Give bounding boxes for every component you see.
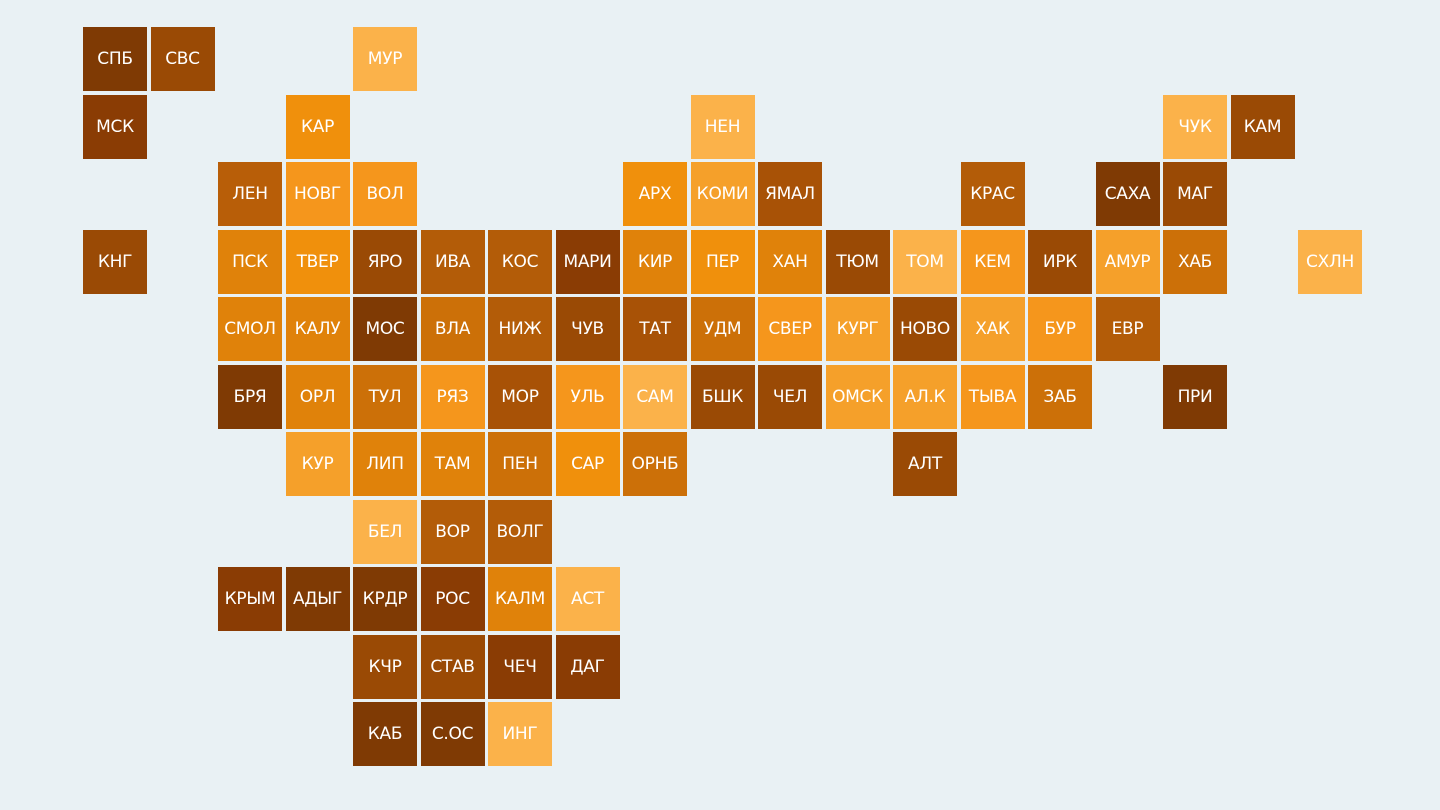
region-tile: ПЕН (488, 432, 552, 496)
region-tile: ОРЛ (285, 364, 350, 429)
region-tile: САР (555, 432, 620, 496)
region-tile: СПБ (83, 27, 147, 91)
region-tile: РЯЗ (420, 364, 485, 429)
region-tile: ЧУВ (555, 297, 620, 361)
region-tile: НЕН (690, 94, 755, 159)
region-tile: МСК (83, 94, 147, 159)
region-tile: ТАМ (420, 432, 485, 496)
region-tile: ИВА (420, 229, 485, 294)
region-tile: ПРИ (1163, 364, 1227, 429)
region-tile: САМ (623, 364, 687, 429)
region-tile: СТАВ (420, 634, 485, 699)
region-tile: ЛИП (353, 432, 417, 496)
region-tile: ЧЕЛ (758, 364, 822, 429)
region-tile: СВС (150, 27, 215, 91)
region-tile: КОС (488, 229, 552, 294)
region-tile: ХАК (960, 297, 1025, 361)
region-tile: САХА (1095, 162, 1160, 226)
region-tile: ЗАБ (1028, 364, 1092, 429)
region-tile: ТОМ (893, 229, 957, 294)
region-tile: УДМ (690, 297, 755, 361)
region-tile: БУР (1028, 297, 1092, 361)
region-tile: РОС (420, 567, 485, 631)
region-tile: ЛЕН (218, 162, 282, 226)
region-tile: ВОЛ (353, 162, 417, 226)
region-tile: КРЫМ (218, 567, 282, 631)
region-tile: НОВГ (285, 162, 350, 226)
region-tile: ЕВР (1095, 297, 1160, 361)
region-tile: БЕЛ (353, 499, 417, 564)
region-tile: МУР (353, 27, 417, 91)
region-tile: КЧР (353, 634, 417, 699)
region-tile: СМОЛ (218, 297, 282, 361)
region-tile: ТУЛ (353, 364, 417, 429)
region-tile: ВОР (420, 499, 485, 564)
region-tile: НОВО (893, 297, 957, 361)
region-tile: ВЛА (420, 297, 485, 361)
region-tile: КУР (285, 432, 350, 496)
region-tile: ОРНБ (623, 432, 687, 496)
region-tile: ДАГ (555, 634, 620, 699)
region-tile: ХАН (758, 229, 822, 294)
region-tile: УЛЬ (555, 364, 620, 429)
region-tile: ОМСК (825, 364, 890, 429)
region-tile: МАРИ (555, 229, 620, 294)
region-tile: ТЮМ (825, 229, 890, 294)
region-tile: ЯРО (353, 229, 417, 294)
region-tile: БРЯ (218, 364, 282, 429)
region-tile: МАГ (1163, 162, 1227, 226)
region-tile: БШК (690, 364, 755, 429)
region-tile: ХАБ (1163, 229, 1227, 294)
region-tile: КАЛМ (488, 567, 552, 631)
region-tile: КЕМ (960, 229, 1025, 294)
region-tile: ПСК (218, 229, 282, 294)
region-tile: АЛТ (893, 432, 957, 496)
region-tile: ВОЛГ (488, 499, 552, 564)
region-tile: МОС (353, 297, 417, 361)
region-tile: КНГ (83, 229, 147, 294)
region-tile: СВЕР (758, 297, 822, 361)
region-tile: ЧУК (1163, 94, 1227, 159)
region-tile: КАЛУ (285, 297, 350, 361)
region-tile: НИЖ (488, 297, 552, 361)
region-tile: ТАТ (623, 297, 687, 361)
region-tile: ЧЕЧ (488, 634, 552, 699)
region-tile: АДЫГ (285, 567, 350, 631)
region-tile: ПЕР (690, 229, 755, 294)
region-tile: АРХ (623, 162, 687, 226)
region-tile: ИНГ (488, 702, 552, 766)
region-tile: КАБ (353, 702, 417, 766)
region-tile: С.ОС (420, 702, 485, 766)
region-tile: АЛ.К (893, 364, 957, 429)
region-tile: АМУР (1095, 229, 1160, 294)
region-tile: ИРК (1028, 229, 1092, 294)
region-tile: МОР (488, 364, 552, 429)
region-tile: КУРГ (825, 297, 890, 361)
region-tile: КОМИ (690, 162, 755, 226)
region-tile: ТЫВА (960, 364, 1025, 429)
region-tile: КАМ (1230, 94, 1295, 159)
region-tile: СХЛН (1298, 229, 1362, 294)
region-tile: АСТ (555, 567, 620, 631)
region-tile: КИР (623, 229, 687, 294)
region-tile: КРДР (353, 567, 417, 631)
region-tile: КРАС (960, 162, 1025, 226)
region-tile: КАР (285, 94, 350, 159)
region-tile: ЯМАЛ (758, 162, 822, 226)
region-tile: ТВЕР (285, 229, 350, 294)
